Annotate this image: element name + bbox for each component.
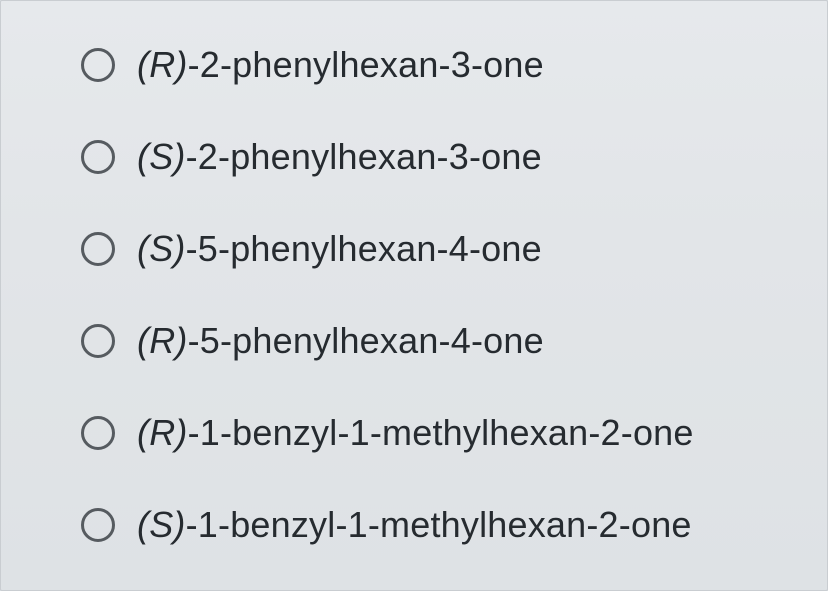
stereo-prefix: (R) [137,44,188,85]
stereo-prefix: (S) [137,228,186,269]
stereo-prefix: (S) [137,504,186,545]
radio-icon[interactable] [81,324,115,358]
option-row[interactable]: (R)-1-benzyl-1-methylhexan-2-one [81,387,787,479]
compound-name: -2-phenylhexan-3-one [188,44,544,85]
compound-name: -1-benzyl-1-methylhexan-2-one [186,504,692,545]
option-row[interactable]: (S)-1-benzyl-1-methylhexan-2-one [81,479,787,571]
option-label: (R)-5-phenylhexan-4-one [137,319,544,362]
option-row[interactable]: (S)-2-phenylhexan-3-one [81,111,787,203]
option-row[interactable]: (R)-5-phenylhexan-4-one [81,295,787,387]
compound-name: -1-benzyl-1-methylhexan-2-one [188,412,694,453]
stereo-prefix: (R) [137,320,188,361]
radio-icon[interactable] [81,232,115,266]
option-row[interactable]: (S)-5-phenylhexan-4-one [81,203,787,295]
radio-icon[interactable] [81,416,115,450]
compound-name: -2-phenylhexan-3-one [186,136,542,177]
option-label: (S)-2-phenylhexan-3-one [137,135,542,178]
radio-icon[interactable] [81,140,115,174]
option-label: (R)-1-benzyl-1-methylhexan-2-one [137,411,694,454]
stereo-prefix: (R) [137,412,188,453]
option-label: (S)-5-phenylhexan-4-one [137,227,542,270]
option-label: (S)-1-benzyl-1-methylhexan-2-one [137,503,692,546]
radio-icon[interactable] [81,48,115,82]
compound-name: -5-phenylhexan-4-one [188,320,544,361]
radio-icon[interactable] [81,508,115,542]
stereo-prefix: (S) [137,136,186,177]
option-row[interactable]: (R)-2-phenylhexan-3-one [81,19,787,111]
options-panel: (R)-2-phenylhexan-3-one (S)-2-phenylhexa… [0,0,828,591]
option-label: (R)-2-phenylhexan-3-one [137,43,544,86]
compound-name: -5-phenylhexan-4-one [186,228,542,269]
